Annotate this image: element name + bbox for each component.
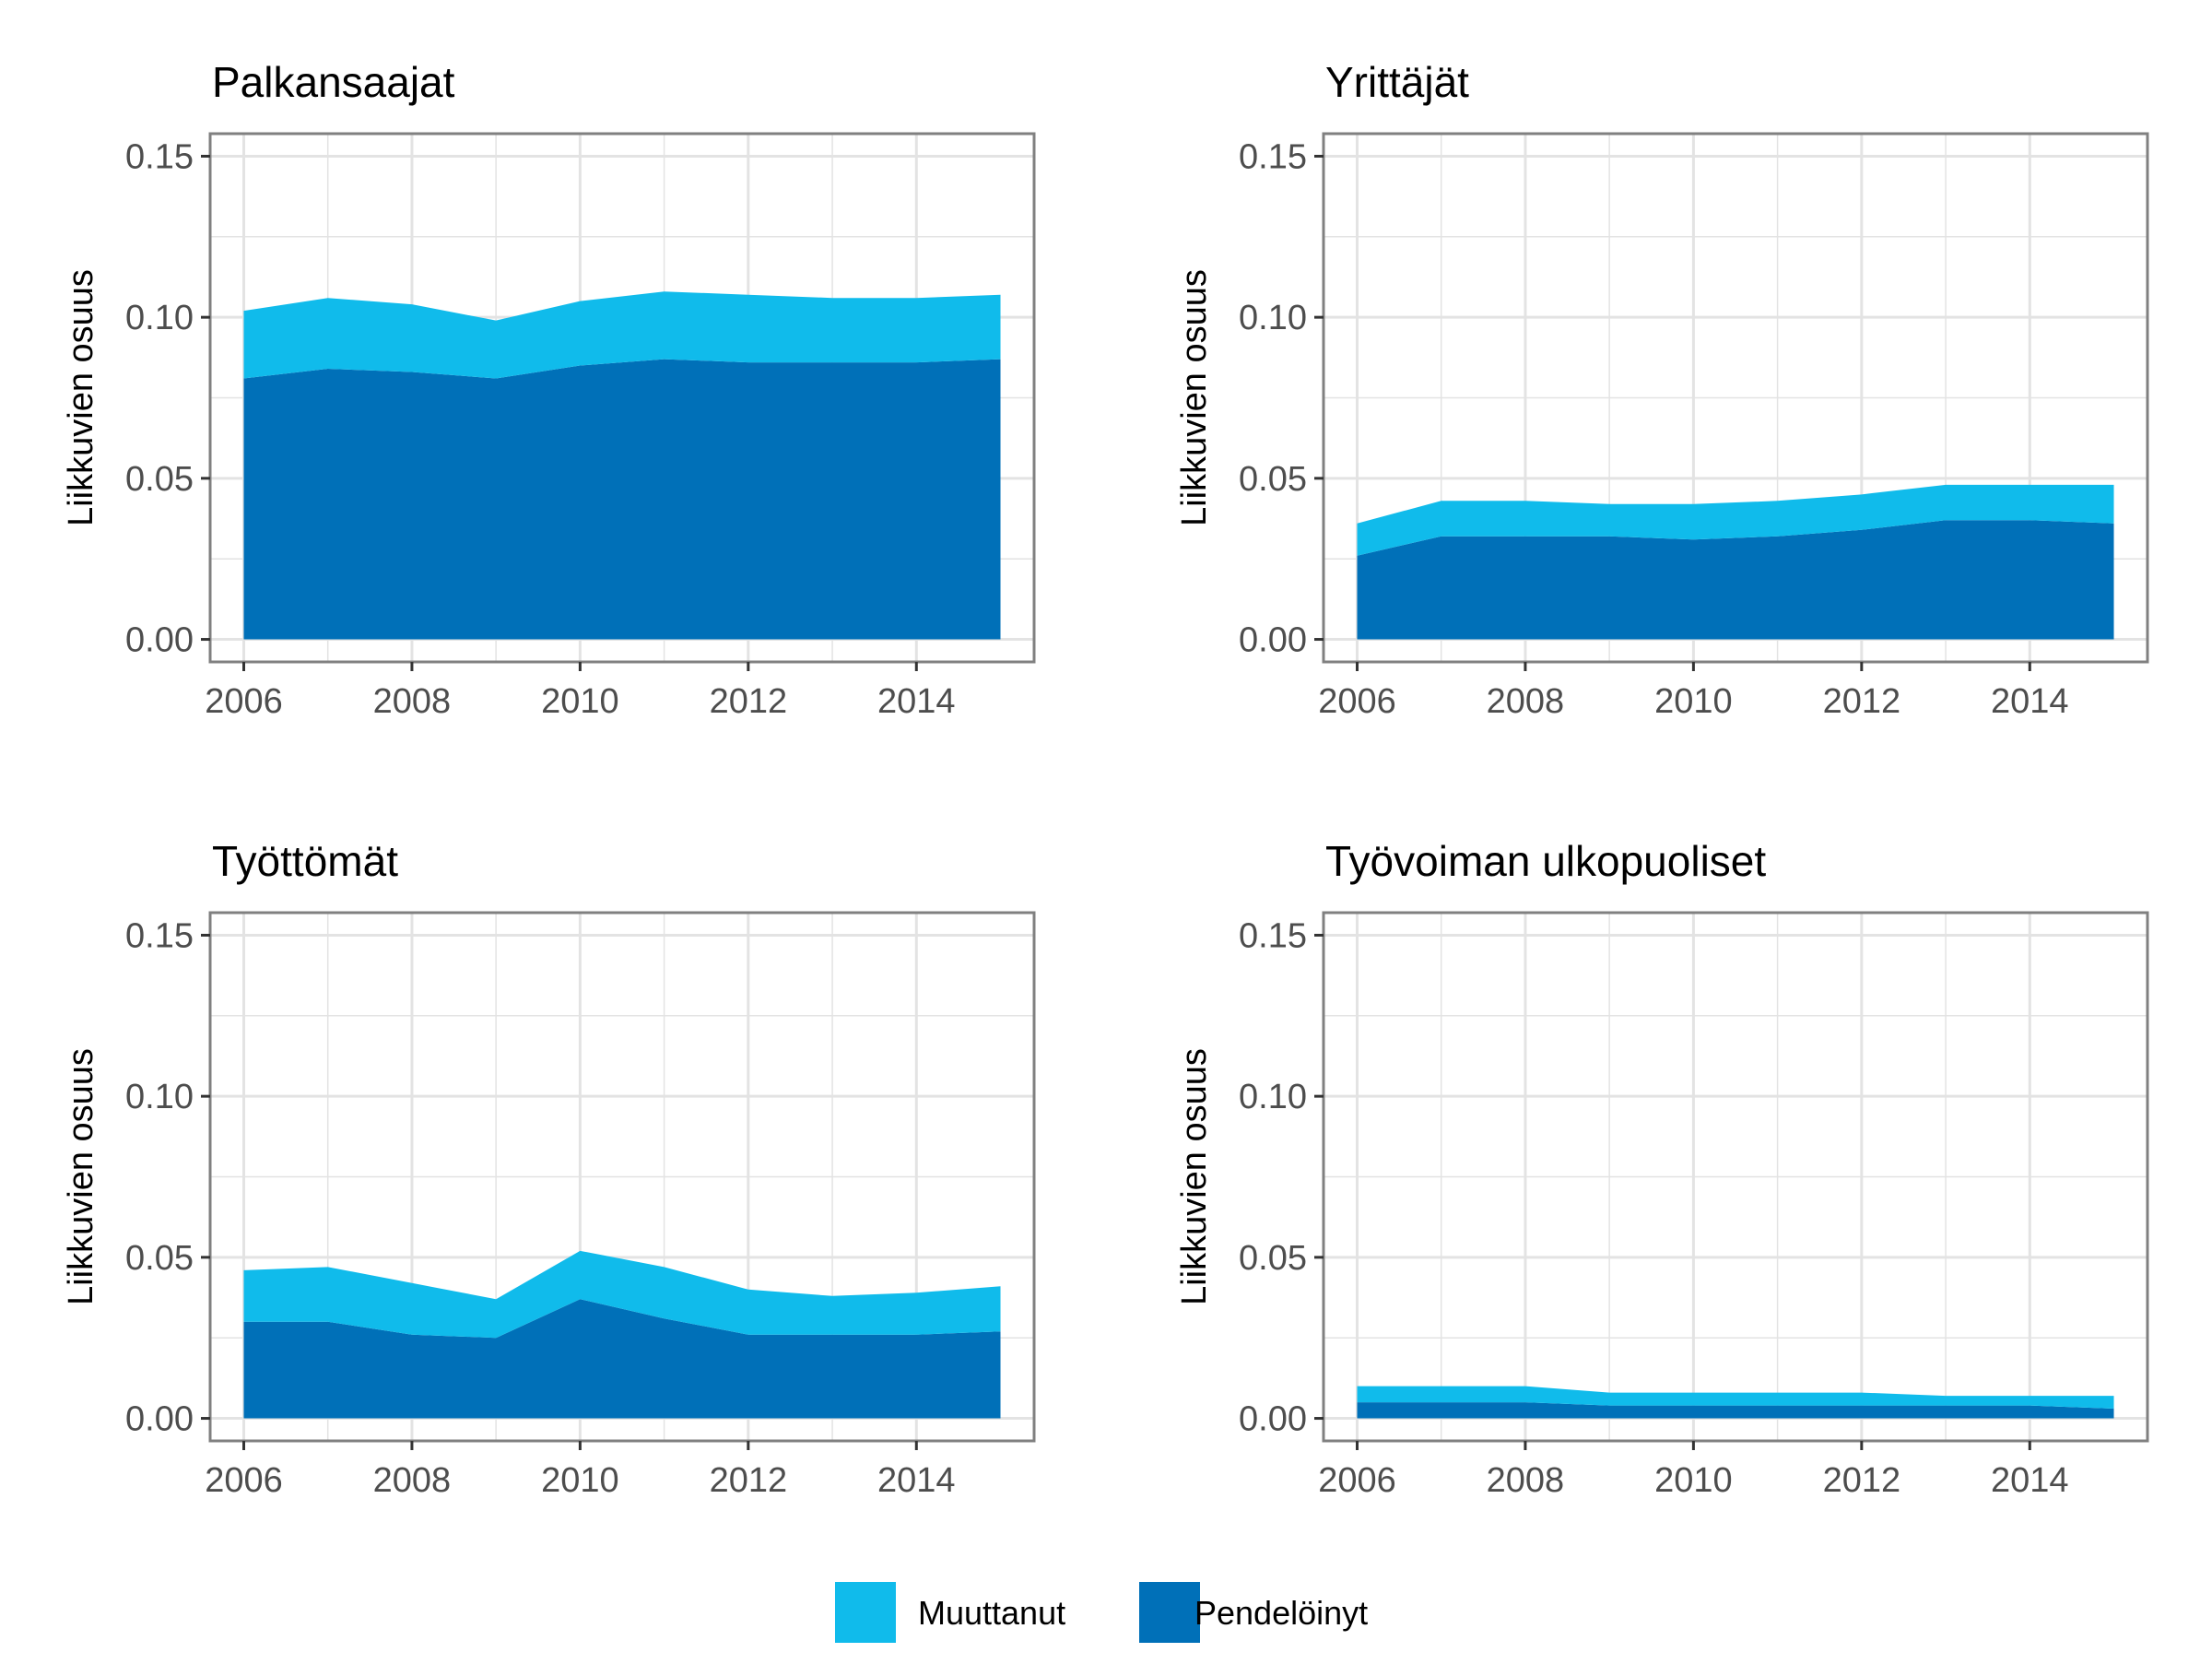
x-tick-label: 2014 (1991, 1461, 2069, 1500)
y-tick-label: 0.15 (125, 916, 194, 955)
panel-border (208, 132, 1036, 664)
legend-label: Muuttanut (918, 1594, 1065, 1632)
y-tick-label: 0.00 (125, 621, 194, 660)
x-tick-label: 2012 (1823, 682, 1901, 721)
chart-panel-2: 0.00 0.05 0.10 0.15 2006 2008 2010 2012 2014 Liik… (1175, 58, 2149, 721)
area-pendeloinyt (1357, 1402, 2114, 1419)
chart-panel-4: 0.00 0.05 0.10 0.15 2006 2008 2010 2012 2014 Liik… (1175, 837, 2149, 1500)
x-tick-label: 2014 (877, 1461, 956, 1500)
y-axis-title: Liikkuvien osuus (1175, 269, 1214, 526)
chart-panel-1: 0.00 0.05 0.10 0.15 2006 2008 2010 2012 2014 Liik… (62, 58, 1036, 721)
x-tick-label: 2008 (373, 1461, 452, 1500)
chart-panel-3: 0.00 0.05 0.10 0.15 2006 2008 2010 2012 2014 Liik… (62, 837, 1036, 1500)
x-tick-label: 2012 (710, 682, 788, 721)
x-tick-label: 2006 (205, 1461, 283, 1500)
panel-title: Työvoiman ulkopuoliset (1325, 837, 1766, 885)
panel-border (208, 911, 1036, 1443)
y-tick-label: 0.05 (125, 460, 194, 499)
x-tick-label: 2014 (1991, 682, 2069, 721)
panel-border (1322, 132, 2149, 664)
x-tick-label: 2012 (710, 1461, 788, 1500)
y-tick-label: 0.10 (125, 1078, 194, 1116)
x-tick-label: 2010 (541, 682, 619, 721)
x-tick-label: 2010 (1654, 1461, 1733, 1500)
legend-label: Pendelöinyt (1194, 1594, 1368, 1632)
x-tick-label: 2006 (205, 682, 283, 721)
y-tick-label: 0.00 (1239, 621, 1307, 660)
x-tick-label: 2010 (1654, 682, 1733, 721)
area-pendeloinyt (243, 359, 1001, 640)
x-tick-label: 2008 (1487, 682, 1565, 721)
y-tick-label: 0.10 (1239, 299, 1307, 337)
x-tick-label: 2008 (1487, 1461, 1565, 1500)
panel-title: Työttömät (212, 837, 398, 885)
y-tick-label: 0.05 (1239, 1239, 1307, 1278)
y-tick-label: 0.05 (1239, 460, 1307, 499)
legend: Muuttanut Pendelöinyt (835, 1582, 1368, 1643)
y-axis-title: Liikkuvien osuus (1175, 1048, 1214, 1305)
x-tick-label: 2014 (877, 682, 956, 721)
legend-swatch (1139, 1582, 1200, 1643)
y-tick-label: 0.00 (1239, 1400, 1307, 1439)
y-tick-label: 0.15 (1239, 137, 1307, 176)
panel-title: Palkansaajat (212, 58, 455, 106)
area-muuttanut (243, 1250, 1001, 1339)
y-tick-label: 0.15 (1239, 916, 1307, 955)
x-tick-label: 2006 (1318, 1461, 1396, 1500)
x-tick-label: 2010 (541, 1461, 619, 1500)
y-tick-label: 0.10 (125, 299, 194, 337)
y-tick-label: 0.05 (125, 1239, 194, 1278)
area-pendeloinyt (243, 1299, 1001, 1419)
x-tick-label: 2006 (1318, 682, 1396, 721)
x-tick-label: 2008 (373, 682, 452, 721)
y-axis-title: Liikkuvien osuus (62, 1048, 100, 1305)
area-muuttanut (1357, 484, 2114, 556)
x-tick-label: 2012 (1823, 1461, 1901, 1500)
legend-swatch (835, 1582, 896, 1643)
y-tick-label: 0.00 (125, 1400, 194, 1439)
y-axis-title: Liikkuvien osuus (62, 269, 100, 526)
panel-title: Yrittäjät (1325, 58, 1469, 106)
area-pendeloinyt (1357, 520, 2114, 640)
y-tick-label: 0.10 (1239, 1078, 1307, 1116)
panel-border (1322, 911, 2149, 1443)
y-tick-label: 0.15 (125, 137, 194, 176)
area-muuttanut (243, 291, 1001, 379)
area-muuttanut (1357, 1386, 2114, 1410)
